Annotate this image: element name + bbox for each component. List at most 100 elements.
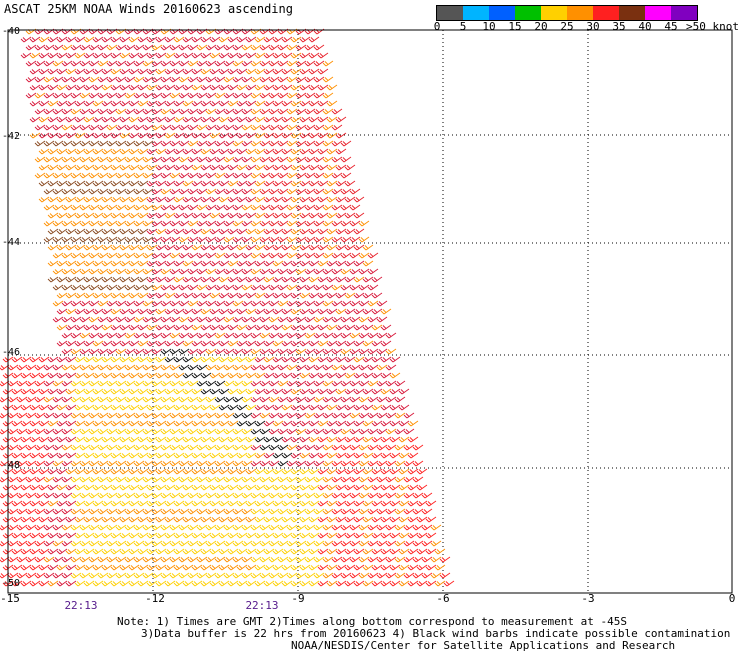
wind-barb	[115, 220, 127, 227]
wind-barb	[295, 508, 307, 515]
wind-barb	[344, 516, 356, 523]
wind-barb	[11, 532, 23, 539]
wind-barb	[277, 492, 289, 499]
colorbar-swatch	[541, 6, 567, 20]
wind-barb	[187, 460, 199, 467]
wind-barb	[196, 540, 208, 547]
wind-barb	[83, 388, 95, 395]
wind-barb	[38, 420, 50, 427]
wind-barb	[187, 188, 199, 195]
wind-barb	[218, 116, 230, 123]
wind-barb	[38, 388, 50, 395]
wind-barb	[236, 372, 248, 379]
wind-barb	[200, 548, 212, 555]
wind-barb	[106, 476, 118, 483]
wind-barb	[61, 492, 73, 499]
wind-barb	[209, 228, 221, 235]
wind-barb	[191, 404, 203, 411]
wind-barb	[223, 540, 235, 547]
wind-barb	[88, 508, 100, 515]
wind-barb	[97, 156, 109, 163]
wind-barb	[367, 412, 379, 419]
wind-barb	[155, 148, 167, 155]
wind-barb	[173, 132, 185, 139]
wind-barb	[268, 364, 280, 371]
lat-tick-label: -50	[2, 578, 21, 589]
wind-barb	[110, 212, 122, 219]
wind-barb	[295, 556, 307, 563]
wind-barb	[308, 260, 320, 267]
wind-barb	[119, 164, 131, 171]
wind-barb	[227, 132, 239, 139]
wind-barb	[421, 540, 433, 547]
wind-barb	[92, 228, 104, 235]
wind-barb	[29, 516, 41, 523]
wind-barb	[353, 484, 365, 491]
wind-barb	[124, 508, 136, 515]
wind-barb	[169, 76, 181, 83]
wind-barb	[353, 436, 365, 443]
wind-barb	[43, 44, 55, 51]
wind-barb	[79, 44, 91, 51]
wind-barb	[124, 236, 136, 243]
wind-barb	[133, 332, 145, 339]
wind-barb	[376, 572, 388, 579]
wind-barb	[241, 556, 253, 563]
wind-barb	[304, 300, 316, 307]
wind-barb	[124, 524, 136, 531]
wind-barb	[268, 428, 280, 435]
wind-barb	[196, 460, 208, 467]
wind-barb	[403, 460, 415, 467]
wind-barb	[394, 476, 406, 483]
wind-barb	[214, 300, 226, 307]
wind-barb	[335, 404, 347, 411]
wind-barb	[326, 180, 338, 187]
wind-barb	[155, 244, 167, 251]
wind-barb	[173, 468, 185, 475]
wind-barb	[70, 540, 82, 547]
wind-barb	[160, 444, 172, 451]
wind-barb	[106, 380, 118, 387]
wind-barb	[83, 484, 95, 491]
wind-barb	[245, 532, 257, 539]
wind-barb	[254, 340, 266, 347]
wind-barb	[97, 556, 109, 563]
wind-barb	[115, 412, 127, 419]
wind-barb	[119, 404, 131, 411]
wind-barb	[236, 468, 248, 475]
wind-barb	[250, 188, 262, 195]
wind-barb	[380, 324, 392, 331]
wind-barb	[326, 564, 338, 571]
wind-barb	[407, 420, 419, 427]
wind-barb	[295, 332, 307, 339]
wind-barb	[227, 532, 239, 539]
wind-barb	[250, 252, 262, 259]
wind-barb	[151, 236, 163, 243]
wind-barb	[295, 220, 307, 227]
wind-barb	[97, 428, 109, 435]
wind-barb	[268, 76, 280, 83]
wind-barb	[92, 116, 104, 123]
wind-barb	[47, 420, 59, 427]
wind-barb	[250, 412, 262, 419]
wind-barb	[173, 228, 185, 235]
wind-barb	[137, 100, 149, 107]
wind-barb	[52, 508, 64, 515]
wind-barb	[218, 468, 230, 475]
wind-barb	[254, 212, 266, 219]
wind-barb	[214, 540, 226, 547]
wind-barb	[97, 412, 109, 419]
wind-barb	[259, 60, 271, 67]
wind-barb	[209, 52, 221, 59]
wind-barb	[169, 284, 181, 291]
wind-barb	[344, 292, 356, 299]
wind-barb	[236, 116, 248, 123]
wind-barb	[196, 204, 208, 211]
wind-barb	[205, 220, 217, 227]
colorbar-tick-label: 40	[638, 20, 652, 33]
wind-barb	[133, 268, 145, 275]
wind-barb	[353, 452, 365, 459]
wind-barb	[97, 204, 109, 211]
wind-barb	[317, 228, 329, 235]
wind-barb	[236, 580, 248, 587]
